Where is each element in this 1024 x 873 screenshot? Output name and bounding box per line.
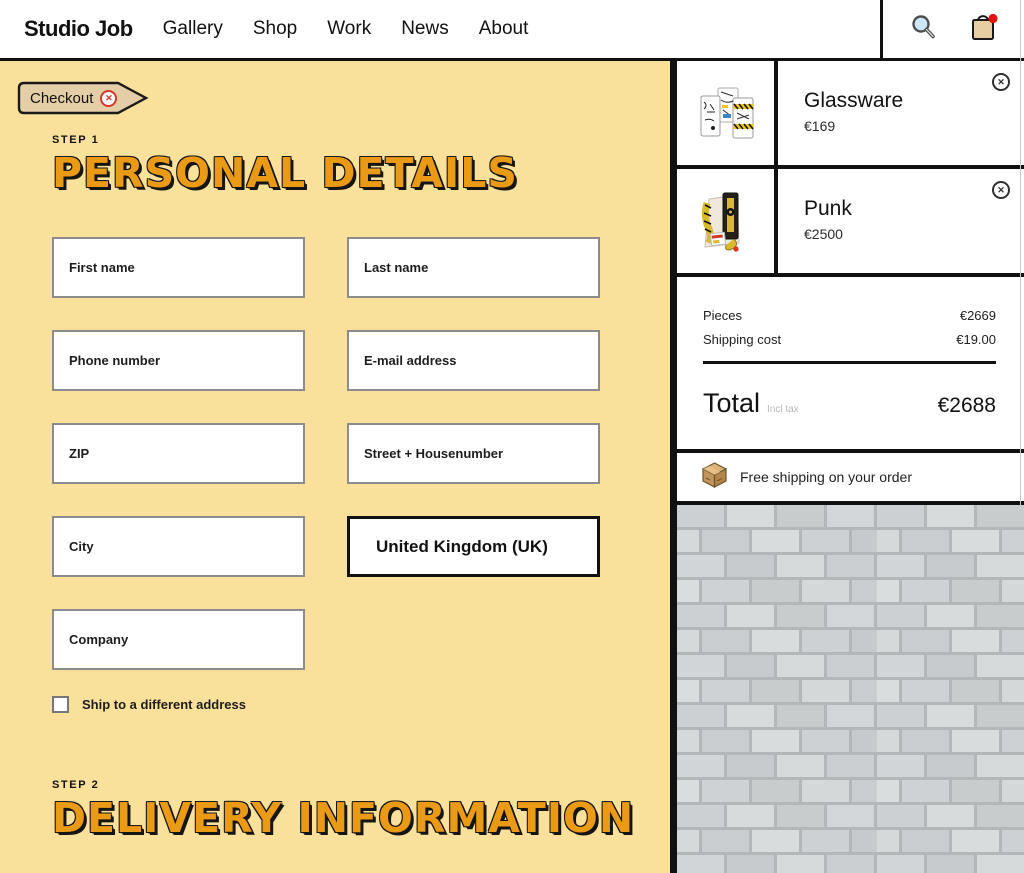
ship-different-row: Ship to a different address [52,696,670,713]
nav-shop[interactable]: Shop [252,18,298,39]
summary-row-pieces: Pieces €2669 [703,308,996,323]
personal-details-form: United Kingdom (UK) [52,237,670,670]
shopping-bag-icon [968,11,1000,48]
brick-wall-image [677,505,1024,873]
free-shipping-banner: Free shipping on your order [677,453,1024,505]
total-label: Total Incl tax [703,388,799,418]
checkout-tag-label: Checkout [30,89,94,107]
summary-label: Pieces [703,308,743,323]
package-icon [701,461,728,493]
main-nav: Gallery Shop Work News About [133,0,880,58]
cart-item-price: €2500 [804,226,843,242]
summary-row-shipping: Shipping cost €19.00 [703,332,996,347]
cart-item-price: €169 [804,118,836,134]
zip-field[interactable] [52,423,305,484]
country-select[interactable]: United Kingdom (UK) [347,516,600,577]
first-name-field[interactable] [52,237,305,298]
ship-different-label: Ship to a different address [82,697,246,712]
company-field[interactable] [52,609,305,670]
cart-item-name: Punk [804,197,852,220]
nav-gallery[interactable]: Gallery [162,18,223,39]
summary-label: Shipping cost [703,332,782,347]
site-header: Studio Job Gallery Shop Work News About [0,0,1024,61]
summary-value: €2669 [959,308,996,323]
street-field[interactable] [347,423,600,484]
close-checkout-icon[interactable]: ✕ [100,89,118,107]
step2-label: STEP 2 [52,779,100,791]
checkout-tag: Checkout ✕ [17,81,149,115]
scroll-edge-line [1020,0,1021,505]
main-content: Checkout ✕ STEP 1 PERSONAL DETAILS Unite… [0,61,1024,873]
remove-item-icon[interactable]: ✕ [992,73,1010,91]
phone-number-field[interactable] [52,330,305,391]
search-button[interactable] [907,11,941,47]
search-icon [909,13,939,46]
site-logo[interactable]: Studio Job [24,16,133,41]
free-shipping-text: Free shipping on your order [740,469,912,485]
cart-item-info: ✕ Glassware €169 [778,61,1024,165]
nav-work[interactable]: Work [327,18,372,39]
summary-divider [703,361,996,364]
city-field[interactable] [52,516,305,577]
delivery-information-heading: DELIVERY INFORMATION [52,794,635,842]
remove-item-icon[interactable]: ✕ [992,181,1010,199]
last-name-field[interactable] [347,237,600,298]
cart-item-info: ✕ Punk €2500 [778,169,1024,273]
order-summary: Pieces €2669 Shipping cost €19.00 Total I… [677,277,1024,453]
personal-details-heading: PERSONAL DETAILS [52,149,518,197]
step1-label: STEP 1 [52,134,100,146]
cart-sidebar: ✕ Glassware €169 [677,61,1024,873]
cart-bag-button[interactable] [967,11,1001,47]
cart-item-punk: ✕ Punk €2500 [677,169,1024,277]
nav-about[interactable]: About [478,18,529,39]
header-icon-group [880,0,1024,58]
checkout-panel: Checkout ✕ STEP 1 PERSONAL DETAILS Unite… [0,61,677,873]
cart-item-glassware: ✕ Glassware €169 [677,61,1024,169]
email-field[interactable] [347,330,600,391]
punk-thumbnail [677,169,778,273]
total-value: €2688 [937,394,996,417]
total-row: Total Incl tax €2688 [703,388,996,419]
summary-value: €19.00 [956,332,996,347]
checkout-tag-shape [17,81,149,115]
cart-item-name: Glassware [804,89,904,112]
nav-news[interactable]: News [401,18,449,39]
glassware-thumbnail [677,61,778,165]
ship-different-checkbox[interactable] [52,696,69,713]
total-incl-tax-note: Incl tax [767,404,799,415]
